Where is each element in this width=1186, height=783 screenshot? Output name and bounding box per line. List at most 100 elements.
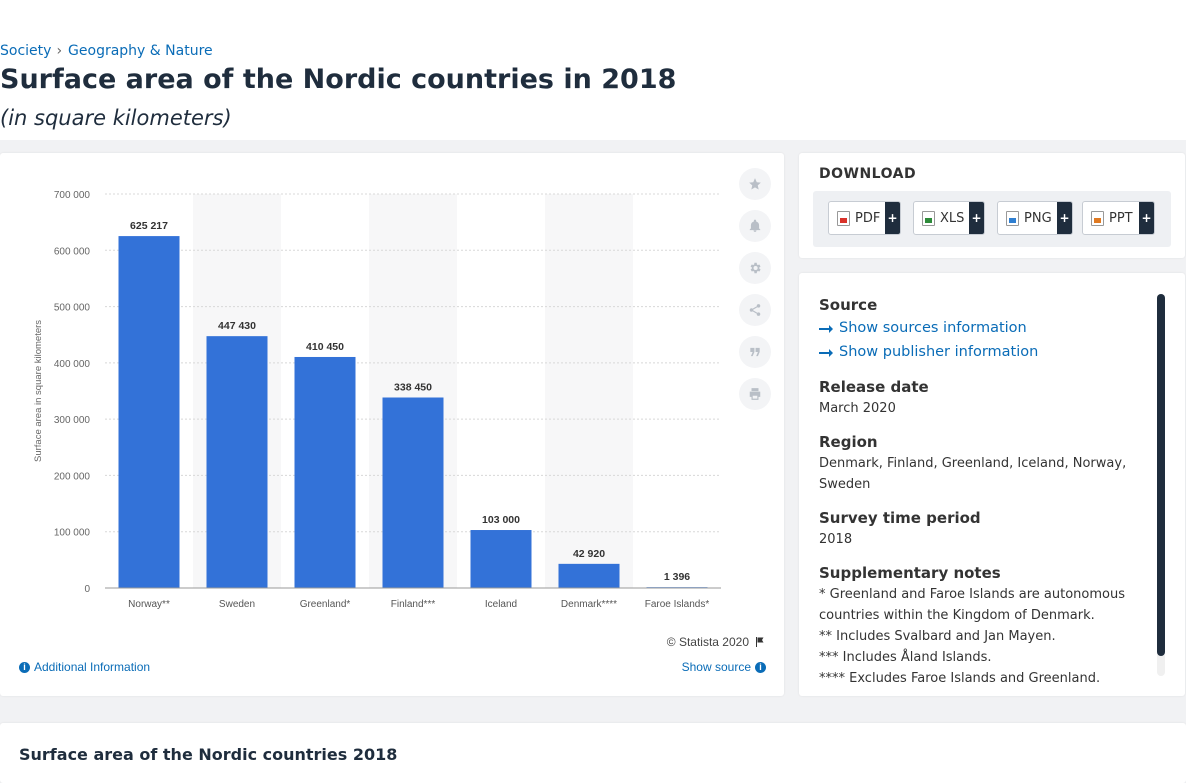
share-icon [749,304,761,316]
additional-information-label: Additional Information [34,660,151,674]
x-tick-label: Iceland [485,599,517,610]
download-ppt-plus[interactable]: + [1139,202,1154,234]
source-heading: Source [819,296,878,314]
data-label: 410 450 [306,341,344,353]
x-tick-label: Greenland* [300,599,351,610]
note-item: ** Includes Svalbard and Jan Mayen. [819,629,1056,644]
show-sources-link[interactable]: Show sources information [819,318,1139,339]
download-xls-plus[interactable]: + [969,202,984,234]
arrow-right-icon [819,324,833,333]
bar-0 [118,236,180,588]
png-file-icon [1006,210,1019,226]
details-scrollbar[interactable] [1157,294,1165,676]
bar-1 [206,336,268,588]
details-card: Source Show sources information Show pub… [799,273,1185,696]
release-section: Release date March 2020 [819,377,1139,419]
download-pdf-plus[interactable]: + [885,202,900,234]
download-png-label: PNG [1024,210,1052,226]
info-icon: i [19,661,30,673]
download-png-button[interactable]: PNG + [997,201,1073,235]
y-tick-label: 300 000 [54,415,91,426]
info-icon: i [755,661,766,673]
star-icon [749,178,761,190]
download-card: DOWNLOAD PDF + XLS + PNG + PPT + [799,153,1185,258]
y-axis-label: Surface area in square kilometers [33,320,44,462]
page-title: Surface area of the Nordic countries in … [0,64,677,95]
show-publisher-label: Show publisher information [839,344,1039,360]
page-subtitle: (in square kilometers) [0,106,232,130]
bar-5 [558,563,620,588]
download-xls-button[interactable]: XLS + [913,201,985,235]
description-card: Surface area of the Nordic countries 201… [0,723,1186,783]
download-buttons: PDF + XLS + PNG + PPT + [813,191,1171,247]
y-tick-label: 600 000 [54,246,91,257]
survey-section: Survey time period 2018 [819,508,1139,550]
notification-button[interactable] [739,210,771,242]
download-pdf-label: PDF [855,210,881,226]
y-tick-label: 400 000 [54,359,91,370]
data-label: 1 396 [664,571,690,583]
region-value: Denmark, Finland, Greenland, Iceland, No… [819,456,1127,492]
y-tick-label: 500 000 [54,303,91,314]
data-label: 338 450 [394,382,432,394]
download-png-plus[interactable]: + [1057,202,1072,234]
show-source-label: Show source [681,660,751,674]
y-tick-label: 100 000 [54,528,91,539]
show-sources-label: Show sources information [839,320,1027,336]
xls-file-icon [922,210,935,226]
share-button[interactable] [739,294,771,326]
show-publisher-link[interactable]: Show publisher information [819,342,1139,363]
y-tick-label: 0 [84,584,90,595]
pdf-file-icon [837,210,850,226]
description-title: Surface area of the Nordic countries 201… [19,745,398,764]
note-item: * Greenland and Faroe Islands are autono… [819,587,1126,623]
region-section: Region Denmark, Finland, Greenland, Icel… [819,432,1139,495]
breadcrumb-geography[interactable]: Geography & Nature [68,43,213,59]
credit-text: © Statista 2020 [666,635,749,649]
download-heading: DOWNLOAD [819,166,917,182]
print-icon [749,388,761,400]
bar-3 [382,397,444,588]
header-band [0,0,1186,140]
x-tick-label: Denmark**** [561,599,617,610]
bar-2 [294,356,356,588]
x-tick-label: Finland*** [391,599,436,610]
statista-credit: © Statista 2020 [667,635,766,649]
download-ppt-button[interactable]: PPT + [1082,201,1155,235]
flag-icon[interactable] [754,636,766,648]
ppt-file-icon [1091,210,1104,226]
bell-icon [749,219,761,232]
column-band [545,194,633,588]
chart-card: 0 100 000 200 000 300 000 400 000 500 000 600 … [0,153,784,696]
region-heading: Region [819,433,878,451]
print-button[interactable] [739,378,771,410]
data-label: 42 920 [573,548,605,560]
y-tick-label: 700 000 [54,190,91,201]
data-label: 447 430 [218,320,256,332]
release-heading: Release date [819,378,929,396]
release-value: March 2020 [819,401,896,416]
favorite-button[interactable] [739,168,771,200]
arrow-right-icon [819,348,833,357]
download-pdf-button[interactable]: PDF + [828,201,901,235]
x-tick-label: Norway** [128,599,170,610]
survey-value: 2018 [819,532,853,547]
x-tick-label: Faroe Islands* [645,599,710,610]
breadcrumb-society[interactable]: Society [0,43,52,59]
breadcrumb-separator: › [56,43,63,59]
additional-information-link[interactable]: i Additional Information [19,660,150,674]
download-ppt-label: PPT [1109,210,1133,226]
source-section: Source Show sources information Show pub… [819,295,1139,363]
quote-icon [750,347,760,357]
bar-4 [470,530,532,588]
note-item: **** Excludes Faroe Islands and Greenlan… [819,671,1101,686]
settings-button[interactable] [739,252,771,284]
details-scrollbar-thumb[interactable] [1157,294,1165,656]
cite-button[interactable] [739,336,771,368]
gear-icon [750,262,761,274]
x-tick-label: Sweden [219,599,255,610]
data-label: 625 217 [130,220,168,232]
breadcrumb: Society › Geography & Nature [0,43,213,59]
show-source-link[interactable]: Show source i [682,660,766,674]
notes-section: Supplementary notes * Greenland and Faro… [819,563,1139,689]
